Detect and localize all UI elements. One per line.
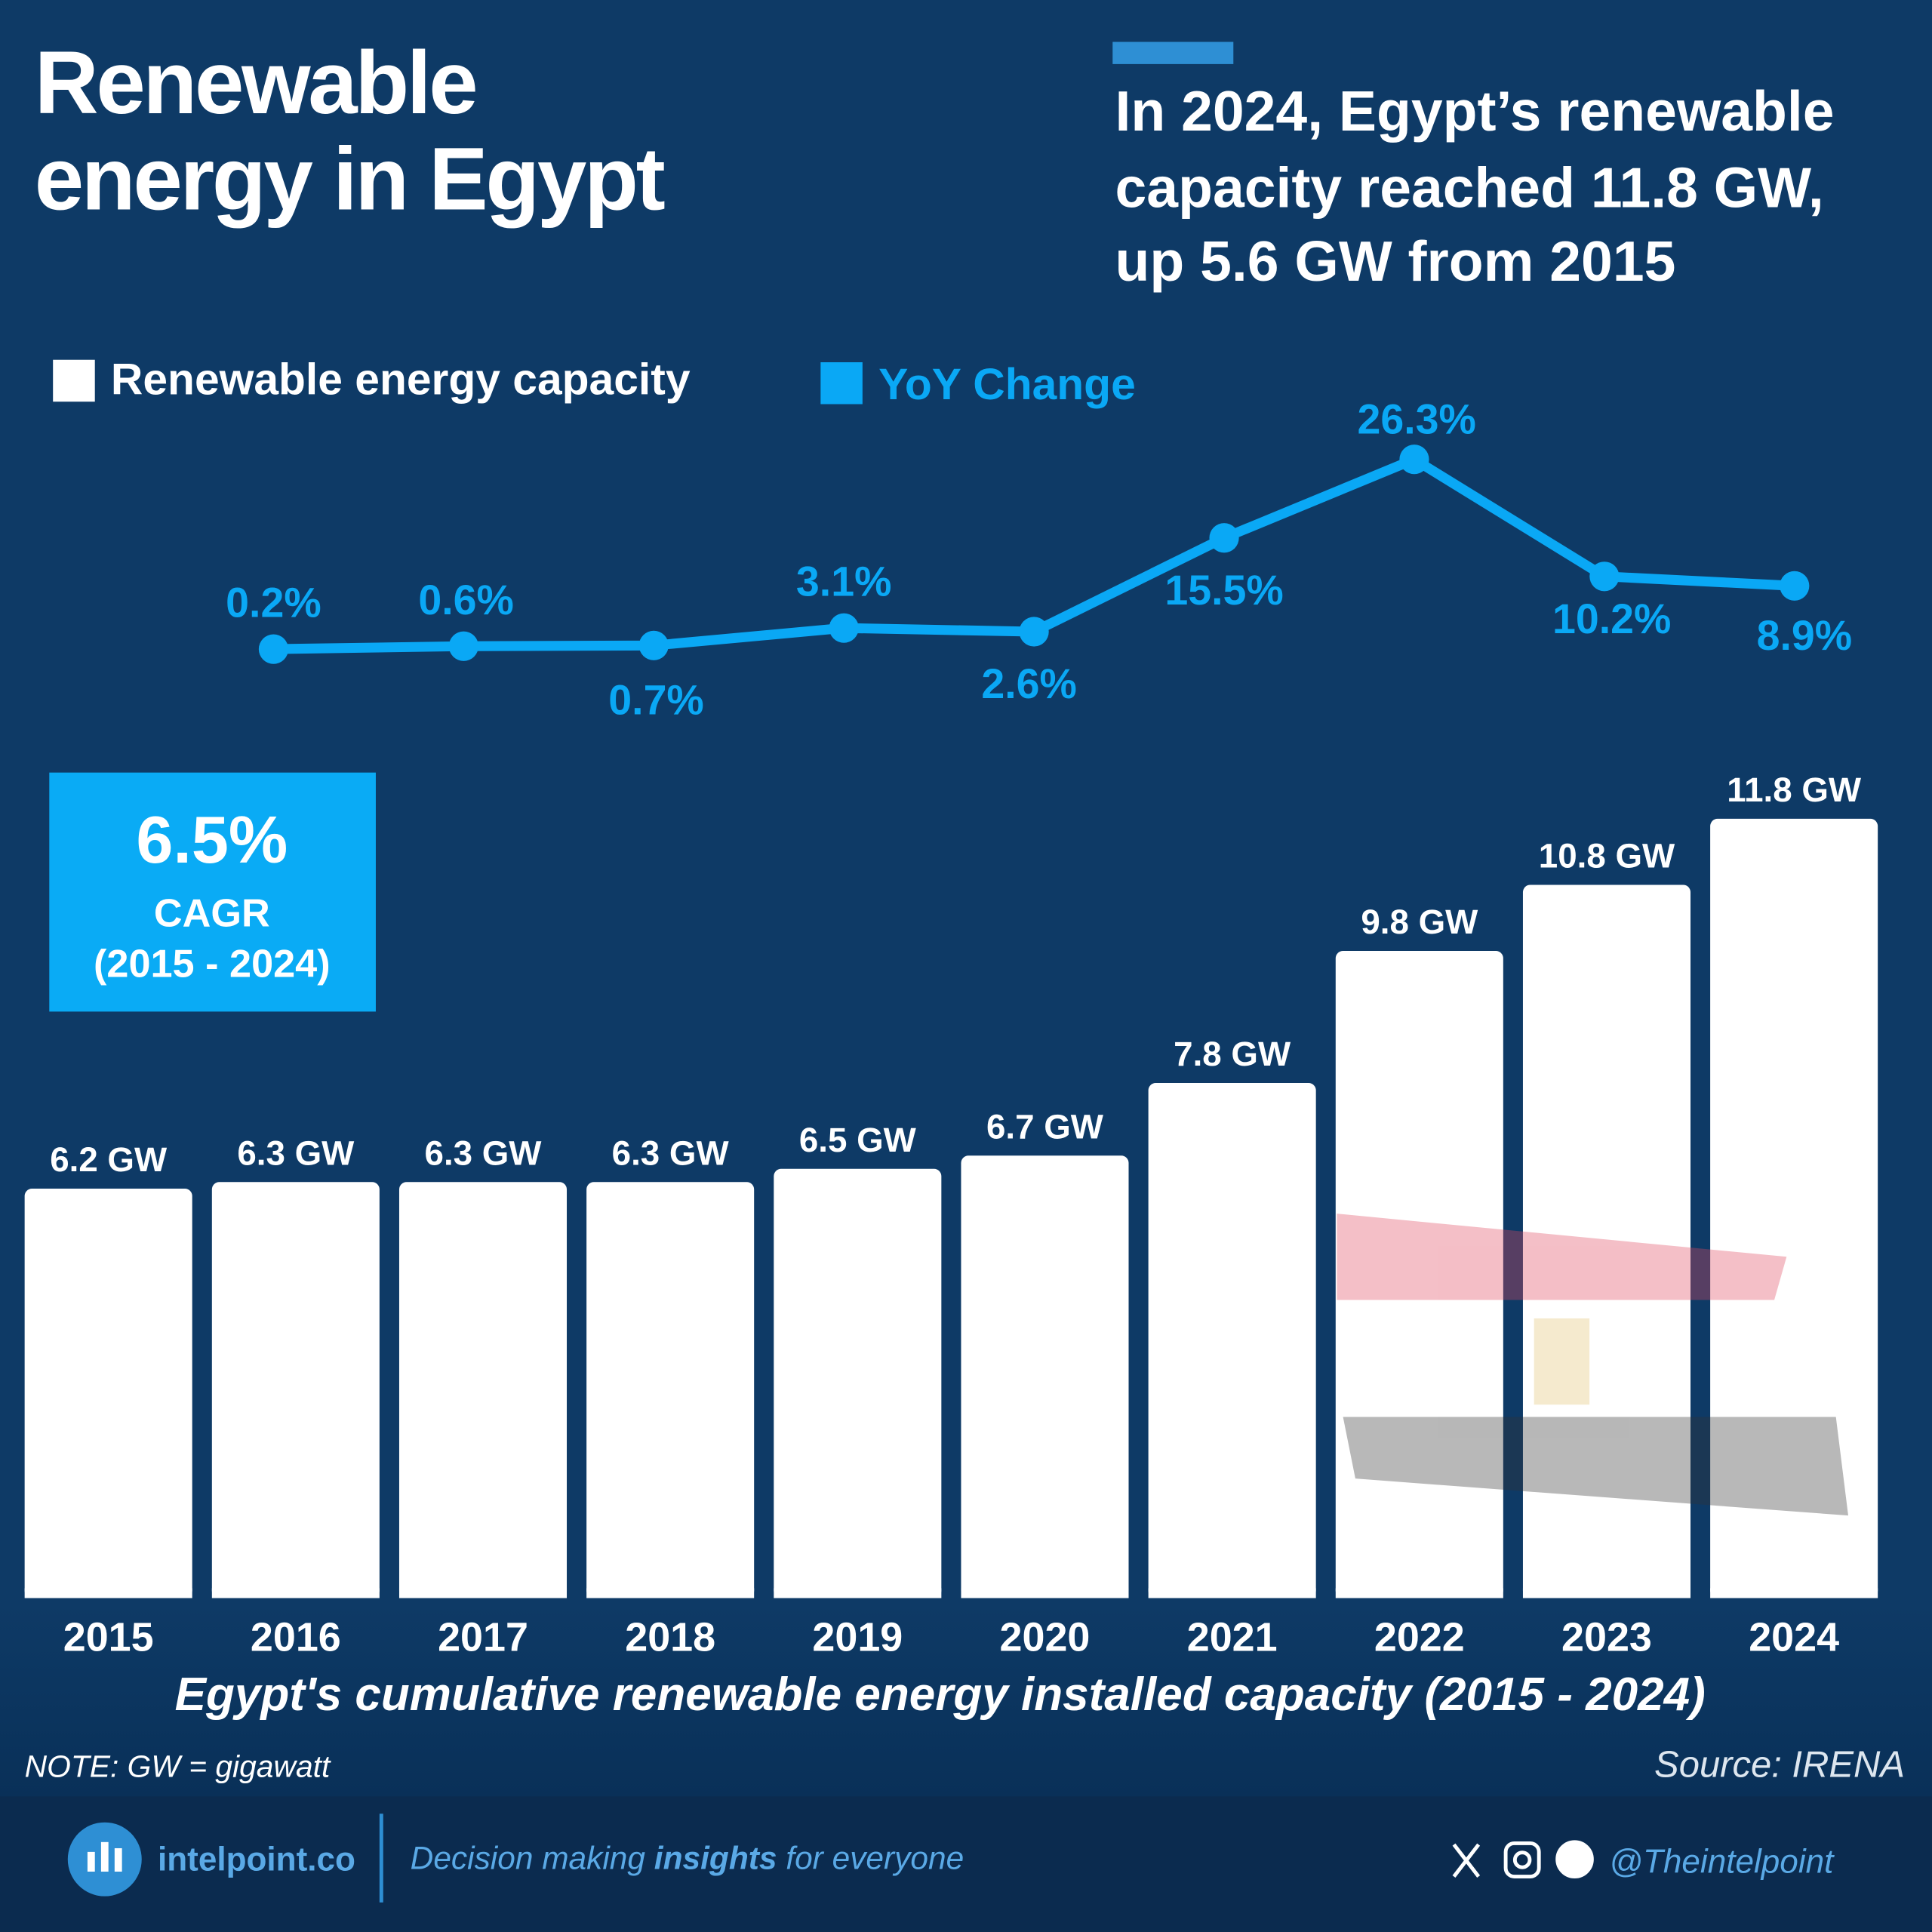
bar-foot	[1710, 1588, 1878, 1598]
yoy-point	[829, 613, 859, 643]
bar	[24, 1188, 192, 1598]
yoy-point	[448, 631, 478, 661]
bar-foot	[24, 1588, 192, 1598]
handle: @Theintelpoint	[1609, 1844, 1835, 1881]
x-tick-label: 2016	[251, 1615, 341, 1660]
bar	[1710, 818, 1878, 1598]
bar-foot	[1335, 1588, 1503, 1598]
divider	[379, 1814, 383, 1903]
bar-label: 6.2 GW	[50, 1140, 168, 1179]
yoy-label: 10.2%	[1552, 595, 1671, 642]
x-axis-label: Egypt's cumulative renewable energy inst…	[175, 1669, 1706, 1721]
bar-label: 6.3 GW	[612, 1134, 730, 1172]
bar-foot	[1148, 1588, 1316, 1598]
legend-swatch	[53, 359, 95, 402]
brand-name: intelpoint.co	[158, 1841, 355, 1878]
facebook-icon	[1555, 1840, 1594, 1878]
yoy-point	[1780, 571, 1810, 601]
bar-label: 9.8 GW	[1361, 903, 1478, 941]
plot: 6.2 GW 6.3 GW 6.3 GW 6.3 GW 6.5 GW 6.7 GW 7.8 …	[24, 395, 1878, 1660]
accent-bar	[1112, 42, 1234, 64]
yoy-label: 0.7%	[608, 677, 704, 724]
tagline-part: for everyone	[777, 1841, 964, 1876]
logo-bar	[114, 1847, 122, 1872]
yoy-label: 0.2%	[226, 580, 321, 626]
yoy-label: 0.6%	[418, 577, 514, 623]
x-tick-label: 2015	[63, 1615, 154, 1660]
bar-foot	[398, 1588, 568, 1598]
bar-label: 6.3 GW	[237, 1134, 355, 1172]
yoy-label: 3.1%	[796, 558, 892, 605]
bar	[211, 1182, 380, 1598]
bar-foot	[774, 1588, 942, 1598]
bar-foot	[961, 1588, 1129, 1598]
note: NOTE: GW = gigawatt	[25, 1749, 331, 1783]
bar-foot	[1522, 1588, 1690, 1598]
x-tick-label: 2022	[1374, 1615, 1465, 1660]
yoy-label: 15.5%	[1164, 567, 1283, 614]
source: Source: IRENA	[1654, 1744, 1905, 1785]
title: energy in Egypt	[35, 130, 665, 229]
x-tick-label: 2024	[1749, 1615, 1839, 1660]
x-tick-label: 2017	[438, 1615, 528, 1660]
x-tick-label: 2021	[1187, 1615, 1278, 1660]
headline: In 2024, Egypt’s renewable	[1115, 79, 1835, 143]
yoy-label: 2.6%	[981, 660, 1077, 707]
cagr-value: 6.5%	[136, 802, 288, 877]
tagline: Decision making insights for everyone	[411, 1841, 964, 1876]
x-tick-label: 2018	[625, 1615, 715, 1660]
bar	[586, 1182, 755, 1598]
legend-swatch	[820, 362, 863, 405]
flag-red	[1337, 1214, 1787, 1300]
logo-bar	[87, 1851, 95, 1872]
yoy-point	[1019, 617, 1049, 647]
yoy-label: 26.3%	[1358, 395, 1476, 442]
cagr-label: CAGR	[154, 892, 270, 936]
bar-label: 6.3 GW	[425, 1134, 543, 1172]
x-tick-label: 2019	[812, 1615, 903, 1660]
headline: capacity reached 11.8 GW,	[1115, 155, 1824, 219]
tagline-part: insights	[654, 1841, 777, 1876]
legend-label: YoY Change	[878, 360, 1136, 409]
cagr-period: (2015 - 2024)	[94, 943, 331, 986]
yoy-point	[638, 630, 669, 660]
legend-label: Renewable energy capacity	[111, 355, 691, 404]
bar-label: 10.8 GW	[1539, 837, 1675, 875]
footer-bg	[0, 1796, 1932, 1932]
bar	[398, 1182, 568, 1598]
yoy-point	[1399, 445, 1429, 475]
logo-bar	[100, 1841, 109, 1872]
tagline-part: Decision making	[411, 1841, 654, 1876]
yoy-point	[1589, 561, 1620, 592]
x-tick-label: 2020	[1000, 1615, 1091, 1660]
bar-foot	[586, 1588, 755, 1598]
bar	[774, 1168, 942, 1598]
bar-label: 6.7 GW	[986, 1107, 1104, 1146]
headline: up 5.6 GW from 2015	[1115, 229, 1676, 293]
title: Renewable	[35, 33, 476, 132]
bar-foot	[211, 1588, 380, 1598]
yoy-label: 8.9%	[1757, 612, 1853, 659]
flag-eagle	[1534, 1318, 1590, 1405]
yoy-point	[258, 634, 289, 664]
bar-label: 11.8 GW	[1727, 771, 1862, 809]
bottom-band	[0, 1601, 1932, 1799]
bar	[1522, 884, 1690, 1598]
bar-label: 6.5 GW	[799, 1121, 917, 1159]
flag-black	[1343, 1417, 1848, 1516]
x-tick-label: 2023	[1561, 1615, 1652, 1660]
bar-label: 7.8 GW	[1174, 1035, 1291, 1073]
x-icon	[1452, 1843, 1481, 1878]
cagr-box	[49, 772, 376, 1012]
instagram-lens	[1512, 1850, 1532, 1869]
flag-decoration	[1337, 1214, 1848, 1516]
bar	[961, 1155, 1129, 1598]
bar	[1148, 1082, 1316, 1598]
yoy-point	[1209, 523, 1239, 553]
social-icons	[1452, 1840, 1594, 1878]
bar	[1335, 950, 1503, 1598]
instagram-icon	[1503, 1841, 1541, 1878]
